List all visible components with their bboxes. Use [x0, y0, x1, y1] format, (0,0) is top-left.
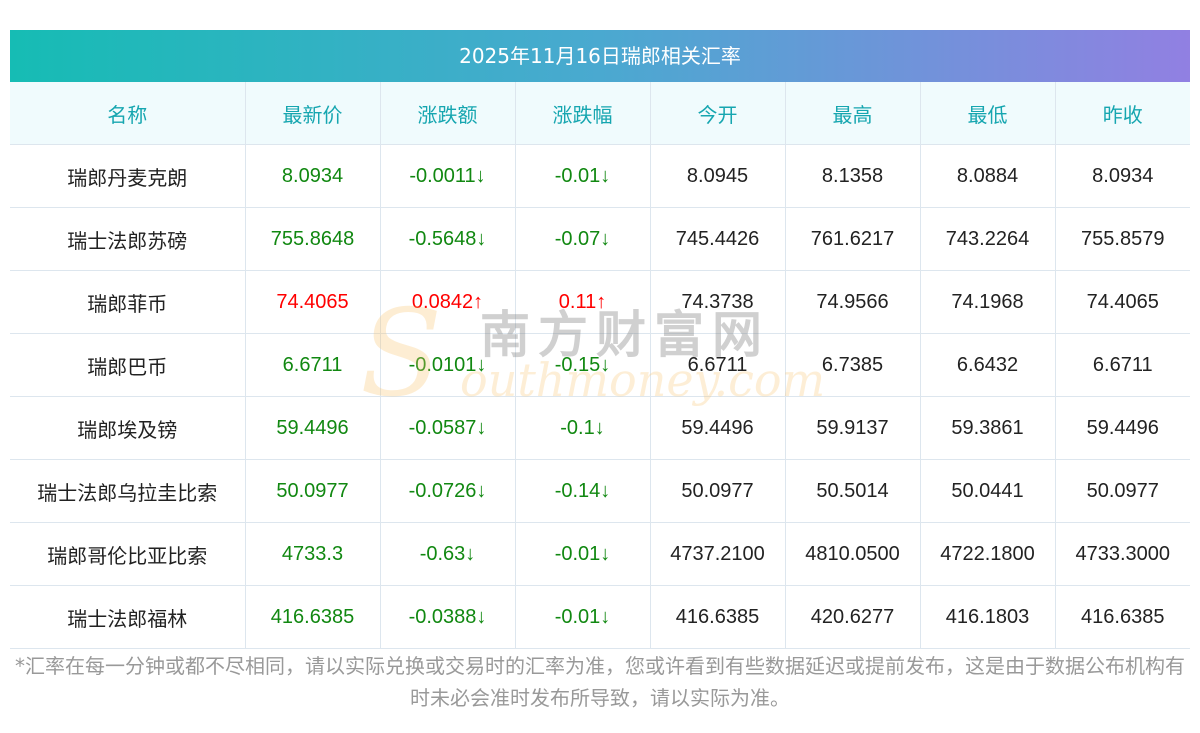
cell-prev: 8.0934: [1055, 144, 1190, 208]
cell-high: 59.9137: [785, 396, 921, 460]
cell-open: 8.0945: [650, 144, 786, 208]
cell-change: -0.0011↓: [380, 144, 516, 208]
column-header: 昨收: [1055, 82, 1190, 145]
table-row: 瑞士法郎福林 416.6385 -0.0388↓ -0.01↓ 416.6385 420.…: [10, 585, 1190, 649]
cell-open: 59.4496: [650, 396, 786, 460]
column-header: 最高: [785, 82, 921, 145]
disclaimer-note: *汇率在每一分钟或都不尽相同，请以实际兑换或交易时的汇率为准，您或许看到有些数据…: [15, 654, 1185, 710]
cell-open: 50.0977: [650, 459, 786, 523]
cell-low: 6.6432: [920, 333, 1056, 397]
cell-name: 瑞郎丹麦克朗: [10, 144, 246, 208]
cell-pct: -0.14↓: [515, 459, 651, 523]
cell-change: -0.0388↓: [380, 585, 516, 649]
cell-pct: -0.07↓: [515, 207, 651, 271]
cell-prev: 74.4065: [1055, 270, 1190, 334]
cell-name: 瑞郎巴币: [10, 333, 246, 397]
cell-change: -0.0726↓: [380, 459, 516, 523]
cell-name: 瑞士法郎乌拉圭比索: [10, 459, 246, 523]
cell-prev: 4733.3000: [1055, 522, 1190, 586]
cell-latest: 4733.3: [245, 522, 381, 586]
cell-low: 4722.1800: [920, 522, 1056, 586]
page-title: 2025年11月16日瑞郎相关汇率: [10, 30, 1190, 82]
column-header: 涨跌额: [380, 82, 516, 145]
column-header: 今开: [650, 82, 786, 145]
cell-latest: 755.8648: [245, 207, 381, 271]
column-header: 涨跌幅: [515, 82, 651, 145]
cell-name: 瑞郎埃及镑: [10, 396, 246, 460]
table-row: 瑞士法郎乌拉圭比索 50.0977 -0.0726↓ -0.14↓ 50.0977 50.…: [10, 459, 1190, 523]
column-header: 名称: [10, 82, 246, 145]
cell-name: 瑞士法郎苏磅: [10, 207, 246, 271]
cell-open: 745.4426: [650, 207, 786, 271]
cell-low: 8.0884: [920, 144, 1056, 208]
cell-latest: 59.4496: [245, 396, 381, 460]
cell-change: -0.0587↓: [380, 396, 516, 460]
cell-prev: 59.4496: [1055, 396, 1190, 460]
cell-low: 743.2264: [920, 207, 1056, 271]
exchange-rate-table: 名称 最新价 涨跌额 涨跌幅 今开 最高 最低 昨收 瑞郎丹麦克朗 8.0934 -0.0011↓…: [10, 82, 1190, 649]
cell-change: -0.0101↓: [380, 333, 516, 397]
cell-low: 74.1968: [920, 270, 1056, 334]
cell-open: 416.6385: [650, 585, 786, 649]
table-row: 瑞郎埃及镑 59.4496 -0.0587↓ -0.1↓ 59.4496 59.9137 5…: [10, 396, 1190, 460]
cell-low: 416.1803: [920, 585, 1056, 649]
cell-latest: 50.0977: [245, 459, 381, 523]
cell-latest: 8.0934: [245, 144, 381, 208]
cell-latest: 6.6711: [245, 333, 381, 397]
cell-pct: -0.15↓: [515, 333, 651, 397]
cell-change: -0.63↓: [380, 522, 516, 586]
cell-pct: -0.01↓: [515, 522, 651, 586]
table-row: 瑞郎菲币 74.4065 0.0842↑ 0.11↑ 74.3738 74.9566 74.…: [10, 270, 1190, 334]
cell-name: 瑞郎哥伦比亚比索: [10, 522, 246, 586]
table-row: 瑞郎哥伦比亚比索 4733.3 -0.63↓ -0.01↓ 4737.2100 4810.…: [10, 522, 1190, 586]
cell-high: 8.1358: [785, 144, 921, 208]
cell-open: 74.3738: [650, 270, 786, 334]
cell-latest: 416.6385: [245, 585, 381, 649]
cell-high: 50.5014: [785, 459, 921, 523]
table-row: 瑞郎丹麦克朗 8.0934 -0.0011↓ -0.01↓ 8.0945 8.1358 8.…: [10, 144, 1190, 208]
cell-pct: -0.01↓: [515, 144, 651, 208]
cell-high: 74.9566: [785, 270, 921, 334]
cell-pct: 0.11↑: [515, 270, 651, 334]
cell-high: 761.6217: [785, 207, 921, 271]
cell-latest: 74.4065: [245, 270, 381, 334]
cell-open: 6.6711: [650, 333, 786, 397]
cell-pct: -0.1↓: [515, 396, 651, 460]
cell-name: 瑞士法郎福林: [10, 585, 246, 649]
cell-high: 4810.0500: [785, 522, 921, 586]
cell-low: 50.0441: [920, 459, 1056, 523]
column-header: 最低: [920, 82, 1056, 145]
table-header-row: 名称 最新价 涨跌额 涨跌幅 今开 最高 最低 昨收: [10, 82, 1190, 145]
cell-prev: 6.6711: [1055, 333, 1190, 397]
cell-pct: -0.01↓: [515, 585, 651, 649]
table-row: 瑞士法郎苏磅 755.8648 -0.5648↓ -0.07↓ 745.4426 761.…: [10, 207, 1190, 271]
cell-low: 59.3861: [920, 396, 1056, 460]
cell-high: 6.7385: [785, 333, 921, 397]
cell-change: 0.0842↑: [380, 270, 516, 334]
column-header: 最新价: [245, 82, 381, 145]
cell-name: 瑞郎菲币: [10, 270, 246, 334]
cell-high: 420.6277: [785, 585, 921, 649]
table-row: 瑞郎巴币 6.6711 -0.0101↓ -0.15↓ 6.6711 6.7385 6.64…: [10, 333, 1190, 397]
cell-prev: 50.0977: [1055, 459, 1190, 523]
cell-change: -0.5648↓: [380, 207, 516, 271]
cell-prev: 416.6385: [1055, 585, 1190, 649]
cell-prev: 755.8579: [1055, 207, 1190, 271]
cell-open: 4737.2100: [650, 522, 786, 586]
